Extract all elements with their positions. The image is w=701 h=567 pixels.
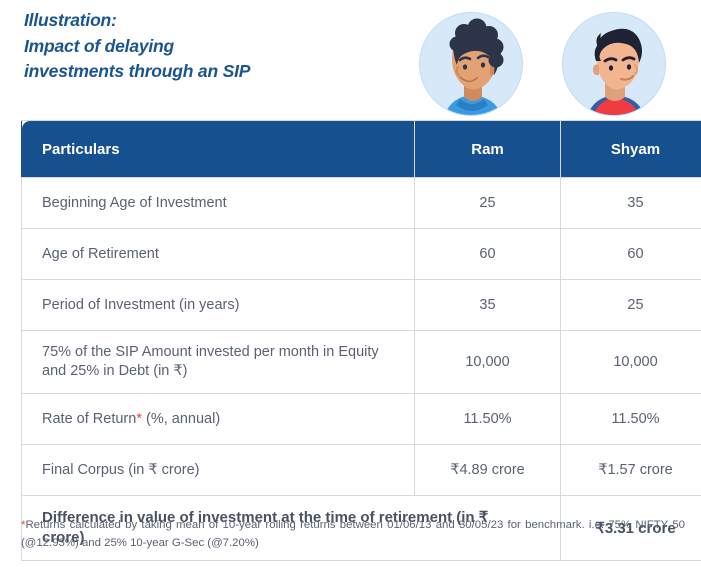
row-value-ram: ₹4.89 crore bbox=[414, 444, 561, 496]
row-label: 75% of the SIP Amount invested per month… bbox=[21, 330, 415, 394]
table-row: Period of Investment (in years) 35 25 bbox=[21, 279, 701, 331]
row-value-ram: 35 bbox=[414, 279, 561, 331]
row-value-ram: 11.50% bbox=[414, 393, 561, 445]
title-line-1: Illustration: bbox=[24, 10, 117, 30]
comparison-table: Particulars Ram Shyam Beginning Age of I… bbox=[21, 120, 701, 561]
row-label: Age of Retirement bbox=[21, 228, 415, 280]
row-value-shyam: ₹1.57 crore bbox=[560, 444, 701, 496]
row-value-shyam: 60 bbox=[560, 228, 701, 280]
row-label: Final Corpus (in ₹ crore) bbox=[21, 444, 415, 496]
table-header-row: Particulars Ram Shyam bbox=[21, 120, 701, 178]
footnote: *Returns calculated by taking mean of 10… bbox=[21, 516, 685, 552]
comparison-table-container: Particulars Ram Shyam Beginning Age of I… bbox=[21, 120, 701, 561]
row-label-text: Rate of Return bbox=[42, 410, 137, 427]
ram-avatar bbox=[419, 12, 523, 116]
table-body: Beginning Age of Investment 25 35 Age of… bbox=[21, 177, 701, 561]
title-line-2: Impact of delaying bbox=[24, 35, 175, 56]
column-header-ram: Ram bbox=[414, 120, 561, 178]
column-header-particulars: Particulars bbox=[21, 120, 415, 178]
ram-avatar-circle bbox=[419, 12, 523, 116]
avatar-group bbox=[0, 0, 701, 130]
row-value-shyam: 25 bbox=[560, 279, 701, 331]
table-row: Age of Retirement 60 60 bbox=[21, 228, 701, 280]
row-label-suffix: (%, annual) bbox=[141, 410, 221, 427]
shyam-avatar-circle bbox=[562, 12, 666, 116]
table-row: Beginning Age of Investment 25 35 bbox=[21, 177, 701, 229]
table-row: Final Corpus (in ₹ crore) ₹4.89 crore ₹1… bbox=[21, 444, 701, 496]
footnote-text: Returns calculated by taking mean of 10-… bbox=[21, 519, 685, 549]
row-value-shyam: 10,000 bbox=[560, 330, 701, 394]
table-header: Particulars Ram Shyam bbox=[21, 120, 701, 178]
difference-value: ₹3.31 crore bbox=[560, 495, 701, 561]
row-value-shyam: 11.50% bbox=[560, 393, 701, 445]
table-row: 75% of the SIP Amount invested per month… bbox=[21, 330, 701, 394]
row-label: Beginning Age of Investment bbox=[21, 177, 415, 229]
title-line-3: investments through an SIP bbox=[24, 61, 251, 81]
table-row: Rate of Return* (%, annual) 11.50% 11.50… bbox=[21, 393, 701, 445]
row-value-ram: 25 bbox=[414, 177, 561, 229]
table-row-difference: Difference in value of investment at the… bbox=[21, 495, 701, 561]
shyam-avatar bbox=[562, 12, 666, 116]
column-header-shyam: Shyam bbox=[560, 120, 701, 178]
row-value-ram: 60 bbox=[414, 228, 561, 280]
page-title: Illustration: Impact of delaying investm… bbox=[24, 8, 404, 85]
footnote-marker-icon: * bbox=[136, 410, 142, 427]
footnote-asterisk-icon: * bbox=[21, 519, 26, 531]
row-value-ram: 10,000 bbox=[414, 330, 561, 394]
row-value-shyam: 35 bbox=[560, 177, 701, 229]
row-label: Period of Investment (in years) bbox=[21, 279, 415, 331]
row-label: Rate of Return* (%, annual) bbox=[21, 393, 415, 445]
